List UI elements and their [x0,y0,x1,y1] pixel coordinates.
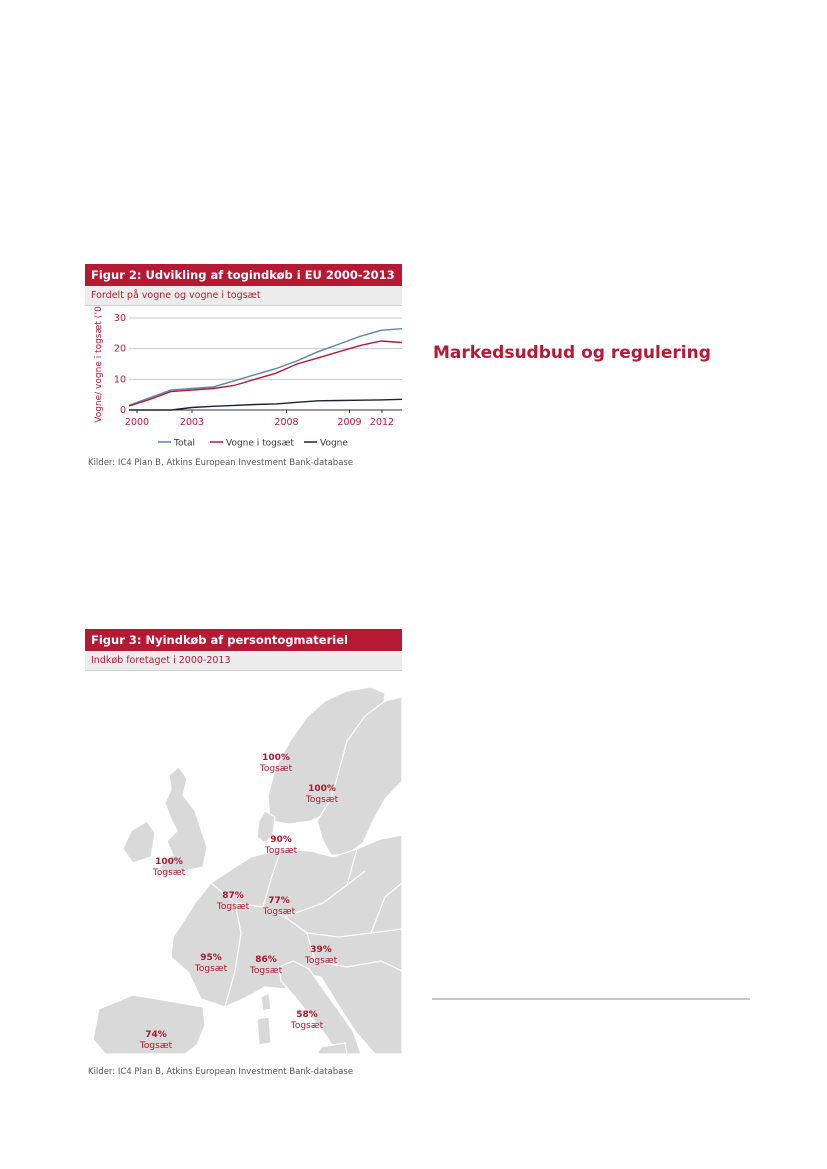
x-tick-label: 2000 [125,417,149,428]
x-tick-label: 2003 [180,417,204,428]
map-label: 90% Togsæt [265,835,297,857]
map-label-percent: 39% [310,945,332,955]
figure-2-subtitle: Fordelt på vogne og vogne i togsæt [85,286,402,306]
map-label: 87% Togsæt [217,891,249,913]
map-label-text: Togsæt [290,1021,324,1031]
map-label-text: Togsæt [249,966,283,976]
map-label-percent: 77% [268,896,290,906]
sicily-shape [316,1042,348,1054]
map-label: 100% Togsæt [306,784,338,806]
map-label-text: Togsæt [194,964,228,974]
map-label-percent: 58% [296,1010,318,1020]
map-label: 74% Togsæt [140,1030,172,1052]
series-line-2 [128,340,402,407]
y-tick-label: 30 [114,313,126,324]
x-tick-label: 2009 [337,417,361,428]
great-britain-shape [158,766,208,876]
corsica-shape [260,992,272,1012]
europe-map: 100% Togsæt 100% Togsæt 90% Togsæt 100% Togsæt 8… [85,671,402,1054]
legend-label: Vogne [320,439,348,449]
x-tick-label: 2012 [370,417,394,428]
map-label: 58% Togsæt [291,1010,323,1032]
map-label-percent: 100% [262,753,290,763]
map-label: 77% Togsæt [263,896,295,918]
figure-3-subtitle: Indkøb foretaget i 2000-2013 [85,651,402,671]
map-label-text: Togsæt [305,795,339,805]
divider-rule [432,998,750,1000]
figure-2: Figur 2: Udvikling af togindkøb i EU 200… [85,264,402,456]
x-tick-labels: 2000 2003 2008 2009 2012 [125,410,394,428]
series-line-3 [129,398,402,411]
section-heading: Markedsudbud og regulering [433,343,711,363]
y-tick-label: 0 [120,405,126,416]
denmark-shape [256,810,276,844]
x-tick-label: 2008 [274,417,298,428]
map-label: 95% Togsæt [195,953,227,975]
y-tick-label: 20 [114,344,126,355]
map-label-text: Togsæt [264,846,298,856]
chart-grid [129,317,402,411]
chart-legend: Total Vogne i togsæt Vogne [158,439,348,449]
sweden-finland-shape [316,696,402,856]
map-label-text: Togsæt [216,902,250,912]
italy-shape [278,960,362,1054]
map-label-percent: 100% [155,857,183,867]
map-label: 100% Togsæt [260,753,292,775]
map-label-text: Togsæt [262,907,296,917]
chart-series [128,328,402,411]
figure-2-title: Figur 2: Udvikling af togindkøb i EU 200… [85,264,402,286]
figure-3-source: Kilder: IC4 Plan B, Atkins European Inve… [88,1067,354,1077]
continental-europe-shape [170,834,402,1054]
legend-label: Vogne i togsæt [226,439,294,449]
map-label-percent: 95% [200,953,222,963]
figure-2-source: Kilder: IC4 Plan B, Atkins European Inve… [88,458,354,468]
map-label-text: Togsæt [304,956,338,966]
figure-3: Figur 3: Nyindkøb af persontogmateriel I… [85,629,402,1054]
map-label-percent: 100% [308,784,336,794]
series-line-1 [128,328,402,407]
map-label-text: Togsæt [139,1041,173,1051]
sardinia-shape [256,1016,272,1046]
map-label: 86% Togsæt [250,955,282,977]
map-label-percent: 86% [255,955,277,965]
figure-2-chart: 0 10 20 30 2000 2003 2008 2009 2012 Total Vogne … [94,306,402,449]
y-axis-label: Vogne/ vogne i togsæt (’000) [94,306,104,423]
map-label: 100% Togsæt [153,857,185,879]
legend-label: Total [173,439,195,449]
map-label-percent: 74% [145,1030,167,1040]
y-tick-labels: 0 10 20 30 [114,313,126,416]
iberia-shape [92,994,206,1054]
europe-map-shapes [92,686,402,1054]
map-label-percent: 90% [270,835,292,845]
figure-3-title: Figur 3: Nyindkøb af persontogmateriel [85,629,402,651]
map-label-text: Togsæt [259,764,293,774]
ireland-shape [122,820,156,864]
map-label: 39% Togsæt [305,945,337,967]
map-label-text: Togsæt [152,868,186,878]
map-label-percent: 87% [222,891,244,901]
y-tick-label: 10 [114,374,126,385]
